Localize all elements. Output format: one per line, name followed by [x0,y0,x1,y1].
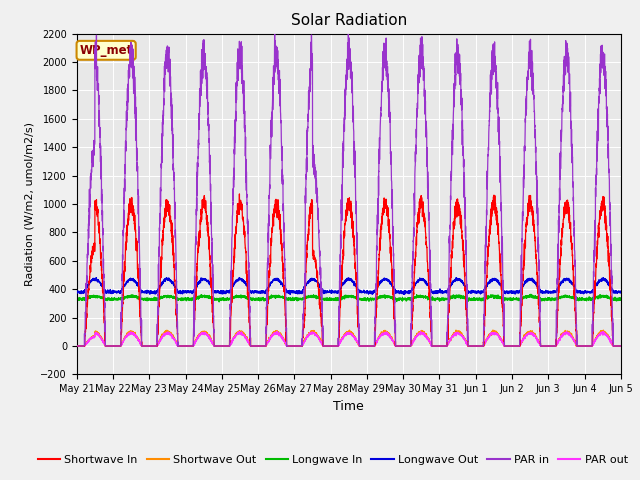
Legend: Shortwave In, Shortwave Out, Longwave In, Longwave Out, PAR in, PAR out: Shortwave In, Shortwave Out, Longwave In… [33,451,632,469]
X-axis label: Time: Time [333,400,364,413]
Text: WP_met: WP_met [79,44,132,57]
Y-axis label: Radiation (W/m2, umol/m2/s): Radiation (W/m2, umol/m2/s) [25,122,35,286]
Title: Solar Radiation: Solar Radiation [291,13,407,28]
